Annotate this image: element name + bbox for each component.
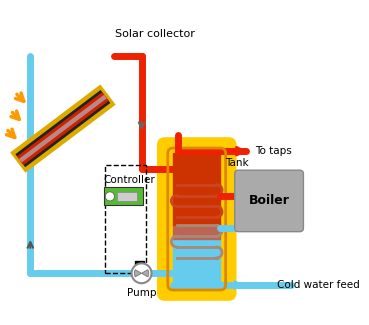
FancyBboxPatch shape	[104, 188, 144, 205]
Text: Pump: Pump	[127, 288, 156, 298]
Text: Cold water feed: Cold water feed	[277, 280, 360, 290]
Bar	[173, 226, 220, 239]
Text: To taps: To taps	[255, 146, 292, 156]
FancyBboxPatch shape	[235, 170, 303, 232]
Bar	[135, 261, 144, 266]
Polygon shape	[15, 90, 110, 167]
Wedge shape	[142, 270, 149, 277]
Text: Controller: Controller	[104, 175, 155, 185]
Polygon shape	[10, 84, 115, 173]
Text: Tank: Tank	[225, 158, 248, 168]
Bar	[173, 239, 220, 285]
FancyBboxPatch shape	[157, 137, 237, 301]
Polygon shape	[19, 95, 107, 162]
Circle shape	[106, 192, 114, 201]
FancyBboxPatch shape	[117, 192, 137, 201]
Text: Boiler: Boiler	[249, 194, 290, 207]
Text: Solar collector: Solar collector	[115, 29, 195, 39]
Circle shape	[132, 263, 152, 283]
Wedge shape	[134, 270, 142, 277]
Bar	[173, 153, 220, 226]
Polygon shape	[17, 92, 109, 165]
